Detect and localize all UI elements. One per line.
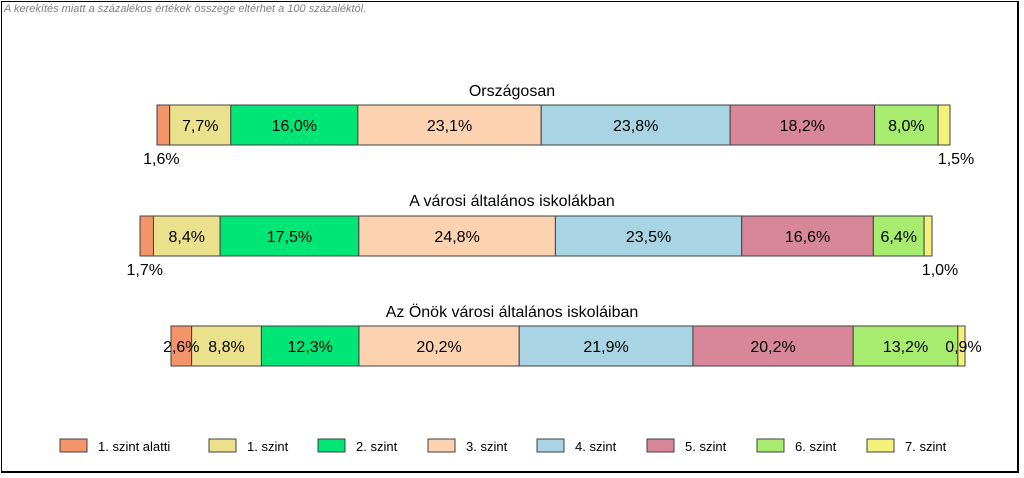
- bar-segment: [139, 215, 154, 257]
- data-label: 1,7%: [127, 262, 163, 279]
- legend-label: 2. szint: [356, 439, 398, 454]
- data-label: 21,9%: [583, 339, 628, 356]
- data-label: 20,2%: [750, 339, 795, 356]
- data-label: 23,1%: [427, 118, 472, 135]
- data-label: 1,5%: [938, 151, 974, 168]
- bar-segment: [554, 215, 743, 257]
- bar-segment: [692, 325, 854, 367]
- data-label: 18,2%: [780, 118, 825, 135]
- data-label: 0,9%: [945, 339, 981, 356]
- bar-segment: [937, 104, 951, 146]
- group-title: A városi általános iskolákban: [409, 193, 614, 210]
- bar-segment: [923, 215, 933, 257]
- legend-swatch: [866, 438, 895, 453]
- bar-segment: [872, 215, 925, 257]
- data-label: 8,4%: [169, 229, 205, 246]
- bar-segment: [169, 104, 232, 146]
- data-label: 20,2%: [416, 339, 461, 356]
- legend-label: 3. szint: [466, 439, 508, 454]
- data-label: 1,6%: [143, 151, 179, 168]
- legend-label: 5. szint: [685, 439, 727, 454]
- legend-swatch: [536, 438, 565, 453]
- bar-segment: [358, 215, 556, 257]
- group-title: Az Önök városi általános iskoláiban: [386, 303, 639, 321]
- legend-swatch: [208, 438, 237, 453]
- data-label: 23,8%: [613, 118, 658, 135]
- bar-segment: [156, 104, 171, 146]
- bar-segment: [874, 104, 939, 146]
- bar-segment: [957, 325, 966, 367]
- legend-swatch: [756, 438, 785, 453]
- legend-label: 6. szint: [795, 439, 837, 454]
- rounding-note: A kerekítés miatt a százalékos értékek ö…: [4, 3, 367, 15]
- data-label: 17,5%: [267, 229, 312, 246]
- data-label: 7,7%: [182, 118, 218, 135]
- bar-segment: [852, 325, 959, 367]
- legend-label: 4. szint: [575, 439, 617, 454]
- data-label: 2,6%: [163, 339, 199, 356]
- group-title: Országosan: [469, 83, 555, 100]
- data-label: 12,3%: [288, 339, 333, 356]
- bar-segment: [741, 215, 874, 257]
- bar-segment: [219, 215, 360, 257]
- legend-label: 7. szint: [905, 439, 947, 454]
- data-label: 13,2%: [883, 339, 928, 356]
- bar-segment: [191, 325, 262, 367]
- data-label: 8,8%: [208, 339, 244, 356]
- data-label: 24,8%: [434, 229, 479, 246]
- legend-swatch: [317, 438, 346, 453]
- bar-segment: [230, 104, 359, 146]
- legend-label: 1. szint alatti: [98, 439, 170, 454]
- data-label: 8,0%: [888, 118, 924, 135]
- legend-swatch: [646, 438, 675, 453]
- data-label: 6,4%: [880, 229, 916, 246]
- data-label: 1,0%: [922, 262, 958, 279]
- bar-segment: [540, 104, 731, 146]
- legend-label: 1. szint: [247, 439, 289, 454]
- legend-swatch: [59, 438, 88, 453]
- bar-segment: [357, 104, 542, 146]
- bar-segment: [260, 325, 360, 367]
- data-label: 16,6%: [785, 229, 830, 246]
- bar-segment: [729, 104, 876, 146]
- data-label: 16,0%: [272, 118, 317, 135]
- legend-swatch: [427, 438, 456, 453]
- data-label: 23,5%: [626, 229, 671, 246]
